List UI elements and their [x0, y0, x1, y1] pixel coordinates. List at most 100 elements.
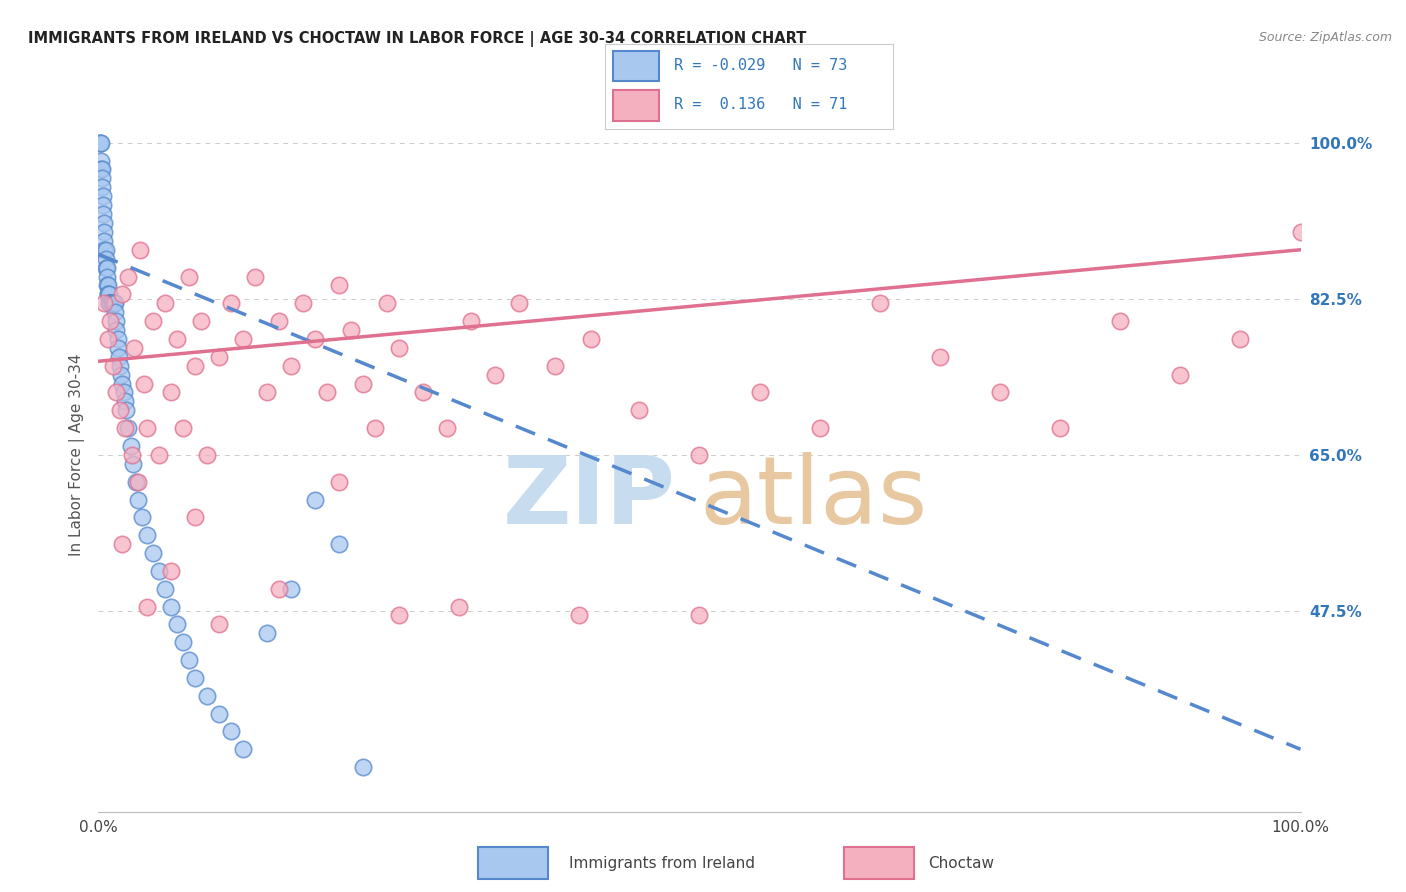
- Point: [315, 385, 337, 400]
- Point: [219, 296, 242, 310]
- Point: [988, 385, 1011, 400]
- Point: [183, 359, 205, 373]
- Point: [148, 448, 170, 462]
- Point: [100, 296, 122, 310]
- Point: [97, 287, 120, 301]
- Point: [388, 608, 411, 623]
- Point: [280, 582, 302, 596]
- Point: [124, 341, 146, 355]
- Point: [93, 216, 115, 230]
- Point: [148, 564, 170, 578]
- Point: [256, 385, 278, 400]
- Point: [100, 296, 122, 310]
- Point: [153, 296, 176, 310]
- Point: [89, 136, 111, 150]
- Point: [177, 269, 200, 284]
- Point: [135, 528, 157, 542]
- Point: [91, 171, 114, 186]
- Point: [243, 269, 266, 284]
- Point: [1289, 225, 1312, 239]
- Point: [219, 724, 242, 739]
- Text: Immigrants from Ireland: Immigrants from Ireland: [569, 855, 755, 871]
- Point: [256, 626, 278, 640]
- Point: [108, 359, 131, 373]
- Point: [183, 510, 205, 524]
- Point: [90, 162, 112, 177]
- Text: Choctaw: Choctaw: [928, 855, 994, 871]
- Text: R = -0.029   N = 73: R = -0.029 N = 73: [673, 58, 848, 73]
- Point: [1049, 421, 1071, 435]
- Text: Source: ZipAtlas.com: Source: ZipAtlas.com: [1258, 31, 1392, 45]
- Point: [460, 314, 482, 328]
- Point: [183, 671, 205, 685]
- Point: [98, 287, 121, 301]
- Point: [484, 368, 506, 382]
- Point: [94, 260, 117, 275]
- Point: [107, 332, 129, 346]
- Point: [568, 608, 591, 623]
- Point: [808, 421, 831, 435]
- Point: [232, 332, 254, 346]
- Point: [114, 394, 136, 409]
- Point: [689, 608, 711, 623]
- Point: [97, 278, 120, 293]
- Point: [267, 314, 290, 328]
- Point: [748, 385, 770, 400]
- Point: [869, 296, 891, 310]
- Point: [628, 403, 651, 417]
- Point: [94, 243, 117, 257]
- Point: [375, 296, 398, 310]
- Point: [172, 635, 194, 649]
- Point: [1229, 332, 1251, 346]
- Point: [208, 350, 231, 364]
- Point: [104, 305, 127, 319]
- Point: [172, 421, 194, 435]
- Point: [208, 617, 231, 632]
- Point: [177, 653, 200, 667]
- Point: [91, 162, 114, 177]
- Point: [121, 448, 143, 462]
- Point: [91, 180, 114, 194]
- Point: [112, 385, 135, 400]
- Point: [122, 457, 145, 471]
- FancyBboxPatch shape: [844, 847, 914, 880]
- Point: [195, 448, 218, 462]
- Point: [159, 385, 181, 400]
- Point: [340, 323, 363, 337]
- Point: [93, 296, 115, 310]
- Point: [117, 421, 139, 435]
- Point: [91, 198, 114, 212]
- Point: [107, 341, 129, 355]
- Point: [328, 537, 350, 551]
- Point: [103, 296, 125, 310]
- Point: [93, 225, 115, 239]
- Point: [90, 136, 112, 150]
- Point: [280, 359, 302, 373]
- Point: [447, 599, 470, 614]
- Point: [131, 510, 153, 524]
- Point: [1170, 368, 1192, 382]
- Point: [104, 296, 127, 310]
- Point: [328, 475, 350, 489]
- Point: [105, 385, 128, 400]
- Point: [100, 296, 122, 310]
- Point: [135, 421, 157, 435]
- Point: [96, 269, 118, 284]
- Point: [141, 314, 163, 328]
- Point: [103, 296, 125, 310]
- Point: [328, 278, 350, 293]
- Point: [190, 314, 212, 328]
- Point: [127, 475, 149, 489]
- Point: [412, 385, 434, 400]
- Point: [166, 332, 188, 346]
- Point: [127, 492, 149, 507]
- Point: [115, 403, 138, 417]
- Point: [111, 537, 134, 551]
- Text: ZIP: ZIP: [502, 451, 675, 544]
- Point: [105, 323, 128, 337]
- Point: [166, 617, 188, 632]
- Point: [105, 314, 128, 328]
- FancyBboxPatch shape: [613, 90, 659, 120]
- Point: [97, 332, 120, 346]
- Point: [291, 296, 314, 310]
